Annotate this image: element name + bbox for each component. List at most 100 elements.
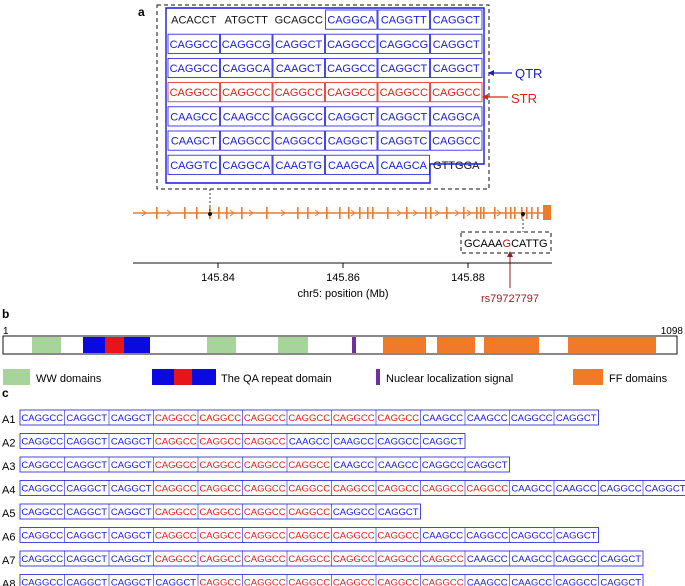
- codon-text: CAAGCT: [276, 63, 322, 75]
- codon-text: CAGGCG: [222, 39, 271, 51]
- allele-codon: CAGGCC: [511, 531, 553, 542]
- allele-codon: CAGGCC: [466, 484, 508, 495]
- allele-codon: CAGGCC: [21, 554, 63, 565]
- codon-text: CAGGTC: [170, 160, 217, 172]
- codon-box: [220, 33, 273, 54]
- allele-codon: CAGGCC: [377, 413, 419, 424]
- codon-box: [220, 106, 273, 127]
- axis-tick-label: 145.86: [326, 272, 360, 284]
- allele-codon: CAGGCC: [199, 578, 241, 586]
- exon-mark: [326, 207, 328, 219]
- exon-mark: [218, 207, 220, 219]
- allele-codon: CAGGCC: [199, 507, 241, 518]
- sequence-grid: ACACCT ATGCTT GCAGCC CAGGCA CAGGTT CAGGCT CAGG…: [167, 9, 483, 175]
- allele-codon: CAGGCC: [377, 531, 419, 542]
- allele-codon: CAGGCC: [21, 531, 63, 542]
- allele-codon: CAGGCC: [199, 413, 241, 424]
- strand-arrow: [314, 209, 320, 217]
- strand-arrow: [496, 209, 502, 217]
- exon-mark: [297, 207, 299, 219]
- allele-label: A5: [2, 508, 15, 520]
- allele-codon: CAGGCT: [66, 554, 107, 565]
- allele-codon: CAAGCC: [333, 437, 374, 448]
- allele-codon: CAGGCC: [377, 484, 419, 495]
- allele-codon: CAGGCC: [244, 437, 286, 448]
- exon-mark: [266, 207, 268, 219]
- axis-tick-label: 145.88: [451, 272, 485, 284]
- codon-text: CAGGCC: [432, 136, 480, 148]
- codon-box: [220, 58, 273, 79]
- codon-box: [272, 58, 325, 79]
- allele-codon: CAGGCC: [155, 413, 197, 424]
- allele-codon: CAGGCC: [199, 554, 241, 565]
- allele-codon: CAGGCC: [288, 531, 330, 542]
- codon-text: CAGGCC: [275, 111, 323, 123]
- strand-arrow: [166, 209, 172, 217]
- codon-text: CAGGCT: [275, 39, 322, 51]
- codon-text: CAAGCA: [328, 160, 375, 172]
- codon-box: [430, 33, 483, 54]
- codon-box: [272, 130, 325, 151]
- strand-arrow: [280, 209, 286, 217]
- allele-codon: CAGGCC: [21, 460, 63, 471]
- codon-text: CAAGCA: [381, 160, 428, 172]
- exon-mark: [348, 207, 350, 219]
- codon-text: CAGGCT: [433, 39, 480, 51]
- snp-sequence: GCAAAGCATTG: [464, 238, 548, 250]
- allele-codon: CAGGCC: [21, 507, 63, 518]
- codon-box: [325, 33, 378, 54]
- codon-box: [377, 9, 430, 30]
- codon-box: [377, 82, 430, 103]
- allele-codon: CAGGCC: [199, 437, 241, 448]
- codon-text: CAGGCT: [380, 111, 427, 123]
- exon-mark: [531, 207, 533, 219]
- codon-text: CAGGCA: [327, 15, 375, 27]
- allele-codon: CAAGCC: [422, 531, 463, 542]
- codon-box: [430, 82, 483, 103]
- codon-text: CAGGCT: [433, 63, 480, 75]
- codon-text: ATGCTT: [225, 15, 268, 27]
- exon-mark: [372, 207, 374, 219]
- str-label: STR: [511, 91, 537, 106]
- exon-mark: [387, 207, 389, 219]
- allele-codon: CAGGCC: [377, 578, 419, 586]
- snp-id: rs79727797: [481, 293, 539, 305]
- qa-domain-red: [105, 337, 124, 353]
- allele-codon: CAGGCC: [244, 554, 286, 565]
- strand-arrow: [396, 209, 402, 217]
- codon-box: [377, 130, 430, 151]
- snp-locus-dot: [521, 212, 525, 216]
- allele-codon: CAGGCC: [288, 578, 330, 586]
- allele-codon: CAGGCC: [333, 507, 375, 518]
- allele-codon: CAGGCT: [66, 460, 107, 471]
- allele-codon: CAGGCC: [155, 531, 197, 542]
- allele-codon: CAGGCC: [244, 578, 286, 586]
- codon-box: [220, 154, 273, 175]
- allele-codon: CAGGCC: [333, 484, 375, 495]
- allele-box: [19, 456, 510, 473]
- allele-codon: CAGGCC: [244, 460, 286, 471]
- codon-box: [220, 82, 273, 103]
- allele-codon: CAAGCC: [378, 460, 419, 471]
- allele-codon: CAAGCC: [467, 578, 508, 586]
- codon-box: [377, 106, 430, 127]
- allele-label: A4: [2, 485, 15, 497]
- legend-ww-swatch: [3, 369, 30, 385]
- ff-domain-2: [437, 337, 475, 353]
- legend-nls-swatch: [376, 369, 380, 385]
- codon-box: [272, 154, 325, 175]
- allele-label: A1: [2, 414, 15, 426]
- qtr-locus-dot: [208, 212, 212, 216]
- allele-codon: CAGGCT: [66, 578, 107, 586]
- nls-mark: [352, 337, 356, 353]
- codon-text: CAGGCC: [170, 63, 218, 75]
- allele-codon: CAAGCC: [333, 460, 374, 471]
- allele-codon: CAGGCC: [333, 554, 375, 565]
- qtr-arrowhead: [488, 70, 494, 76]
- codon-text: CAGGTC: [380, 136, 427, 148]
- codon-box: [430, 130, 483, 151]
- allele-codon: CAGGCC: [555, 578, 597, 586]
- strand-arrow: [412, 209, 418, 217]
- codon-box: [167, 58, 220, 79]
- allele-codon: CAGGCC: [600, 484, 642, 495]
